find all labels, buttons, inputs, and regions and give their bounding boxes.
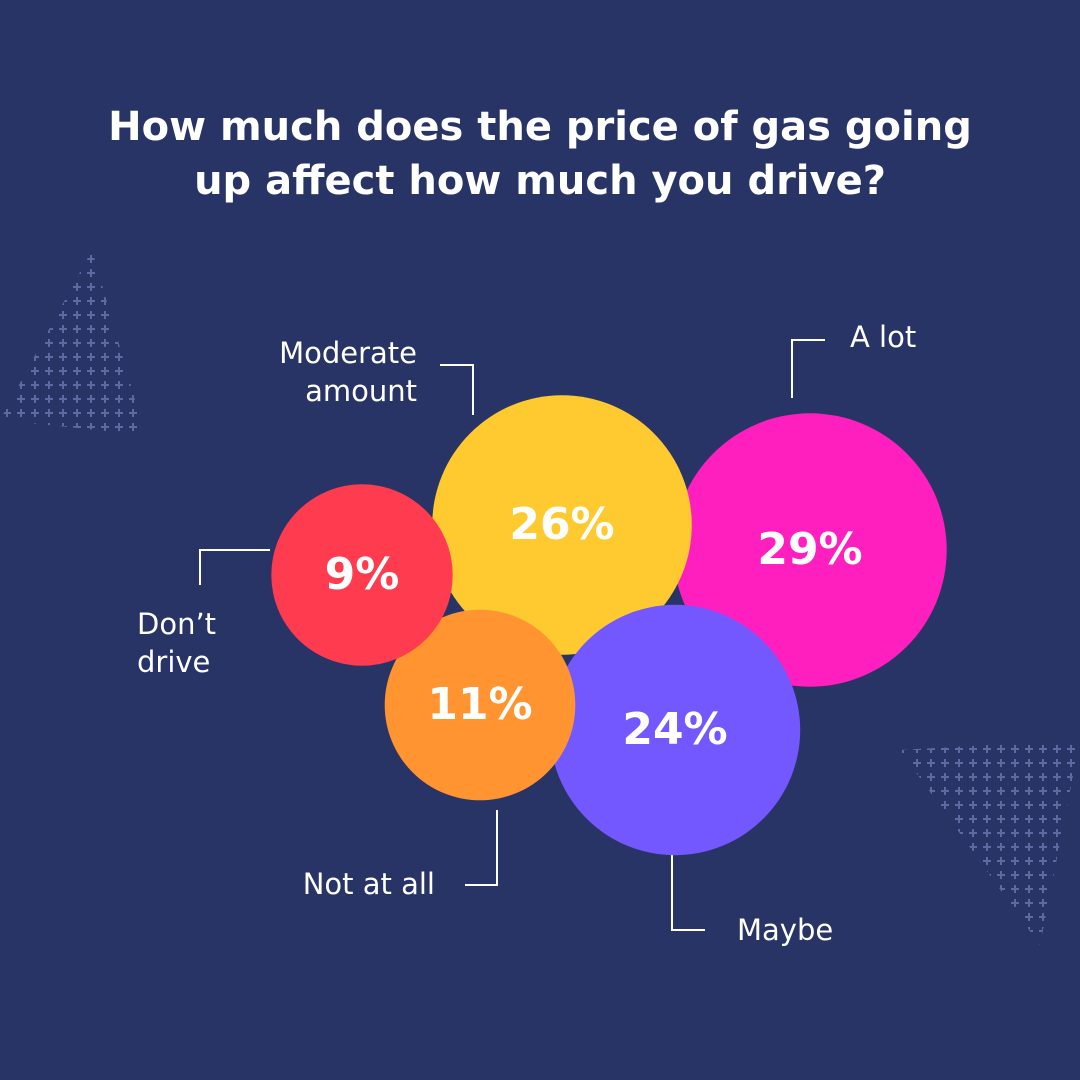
value-label: 24% <box>622 704 728 755</box>
bubble <box>673 413 947 687</box>
bubble <box>271 484 453 666</box>
bubble <box>432 395 692 655</box>
leader-line <box>465 810 498 886</box>
category-label: Not at all <box>302 867 435 901</box>
decoration <box>900 740 1080 945</box>
value-label: 29% <box>757 524 863 575</box>
category-label: Moderate amount <box>279 336 417 408</box>
leader-line <box>791 339 825 398</box>
bubble <box>549 604 801 856</box>
value-label: 11% <box>427 679 533 730</box>
category-label: Don’t drive <box>137 607 217 679</box>
value-label: 9% <box>324 549 400 600</box>
category-label: A lot <box>850 320 917 354</box>
value-label: 26% <box>509 499 615 550</box>
chart-title: How much does the price of gas going up … <box>108 104 972 204</box>
leader-line <box>671 855 705 931</box>
leader-line <box>440 364 474 415</box>
bubble <box>384 609 576 801</box>
decoration <box>0 250 145 435</box>
leader-line <box>199 549 270 585</box>
category-label: Maybe <box>737 913 834 947</box>
